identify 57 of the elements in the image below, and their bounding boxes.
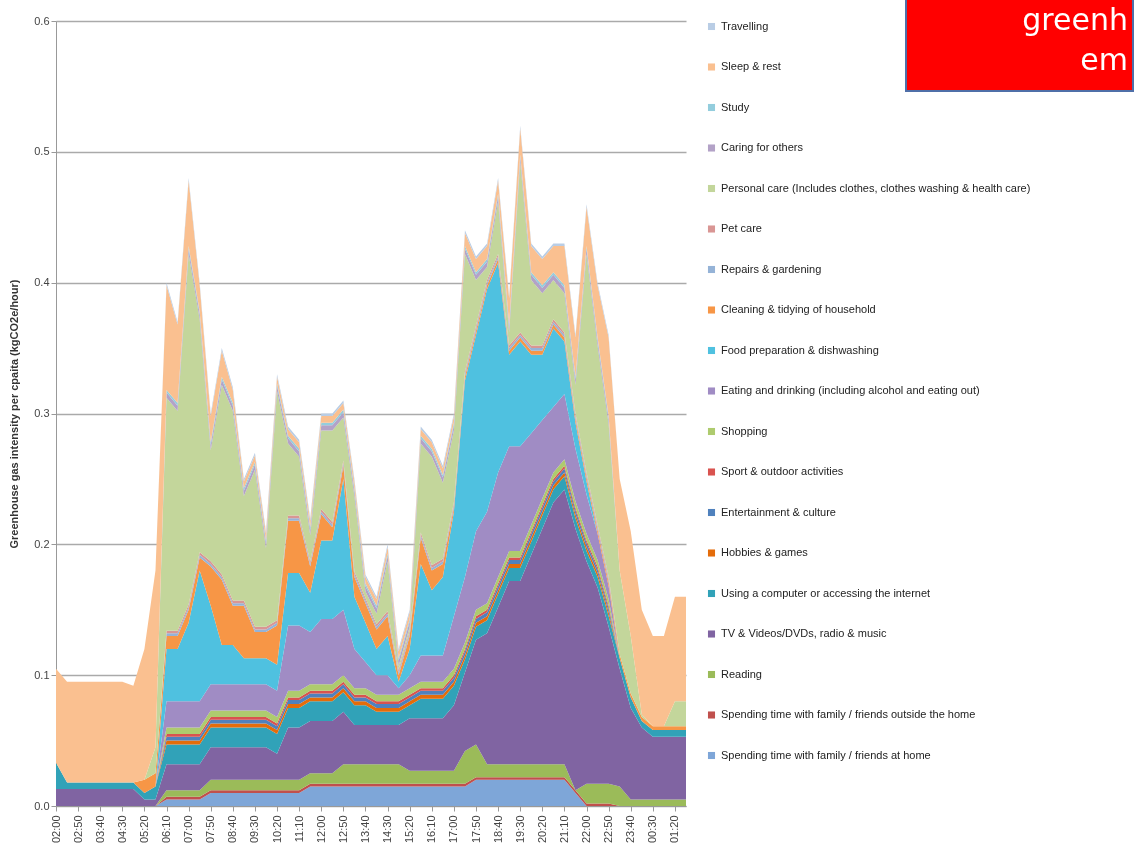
x-tick-label: 22:00 xyxy=(580,815,593,844)
note-box: greenh em xyxy=(905,0,1134,92)
x-tick-label: 15:20 xyxy=(403,815,416,844)
x-tick-label: 05:20 xyxy=(137,815,150,844)
x-tick-label: 17:50 xyxy=(469,815,482,844)
x-tick-label: 16:10 xyxy=(425,815,438,844)
legend-label: Personal care (Includes clothes, clothes washing & health care) xyxy=(721,181,1031,194)
x-tick-label: 17:00 xyxy=(447,815,460,844)
y-tick-label: 0.0 xyxy=(34,799,50,812)
x-tick-label: 21:10 xyxy=(557,815,570,844)
legend-label: Sport & outdoor activities xyxy=(721,465,844,477)
x-tick-label: 14:30 xyxy=(381,815,394,844)
y-tick-label: 0.2 xyxy=(34,537,50,550)
x-tick-label: 12:50 xyxy=(336,815,349,844)
legend-label: Using a computer or accessing the internet xyxy=(721,586,931,599)
x-tick-label: 22:50 xyxy=(602,815,615,844)
legend-label: Eating and drinking (including alcohol and eating out) xyxy=(721,384,980,396)
legend-label: Reading xyxy=(721,667,762,680)
legend-label: Food preparation & dishwashing xyxy=(721,343,879,356)
x-tick-label: 11:10 xyxy=(292,815,305,843)
x-tick-label: 23:40 xyxy=(624,815,637,844)
legend-label: Hobbies & games xyxy=(721,546,809,558)
legend-label: Pet care xyxy=(721,222,762,234)
legend-label: Shopping xyxy=(721,424,768,437)
legend-label: TV & Videos/DVDs, radio & music xyxy=(721,627,887,639)
legend-label: Entertainment & culture xyxy=(721,505,836,518)
y-tick-label: 0.4 xyxy=(34,276,50,289)
x-tick-label: 00:30 xyxy=(646,815,659,844)
legend-label: Cleaning & tidying of household xyxy=(721,303,876,315)
x-tick-label: 07:50 xyxy=(204,815,217,844)
x-tick-label: 10:20 xyxy=(270,815,283,844)
legend-label: Sleep & rest xyxy=(721,60,781,72)
x-tick-label: 09:30 xyxy=(248,815,261,844)
y-axis-title: Greenhouse gas intensity per cpaita (kgCO2e/hour) xyxy=(8,279,21,549)
x-tick-label: 20:20 xyxy=(535,815,548,844)
x-tick-label: 04:30 xyxy=(115,815,128,844)
x-tick-label: 01:20 xyxy=(668,815,681,844)
y-tick-label: 0.1 xyxy=(34,668,50,681)
x-tick-label: 02:50 xyxy=(71,815,84,844)
legend-label: Spending time with family / friends at home xyxy=(721,748,931,761)
y-tick-label: 0.5 xyxy=(34,145,50,158)
x-tick-label: 19:30 xyxy=(513,815,526,844)
x-tick-label: 18:40 xyxy=(491,815,504,844)
x-tick-label: 07:00 xyxy=(182,815,195,844)
y-tick-label: 0.3 xyxy=(34,407,50,419)
legend-label: Caring for others xyxy=(721,141,804,153)
x-tick-label: 12:00 xyxy=(314,815,327,844)
legend-label: Study xyxy=(721,100,750,113)
x-tick-label: 02:00 xyxy=(49,815,62,844)
legend-label: Spending time with family / friends outside the home xyxy=(721,708,976,720)
x-tick-label: 06:10 xyxy=(160,815,173,844)
x-tick-label: 08:40 xyxy=(226,815,239,844)
legend-label: Travelling xyxy=(721,19,769,32)
x-tick-label: 13:40 xyxy=(358,815,371,844)
legend-label: Repairs & gardening xyxy=(721,262,822,275)
y-tick-label: 0.6 xyxy=(34,14,50,27)
x-tick-label: 03:40 xyxy=(93,815,106,844)
